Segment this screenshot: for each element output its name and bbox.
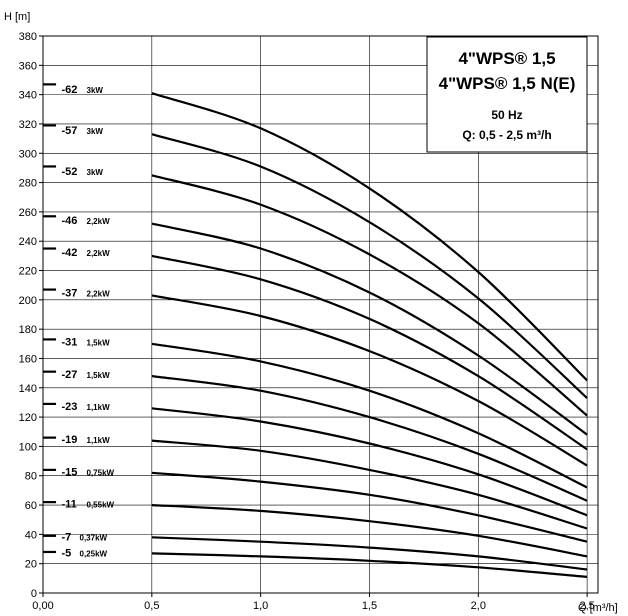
series-curve [151, 504, 588, 558]
y-tick-label: 60 [25, 500, 37, 512]
y-tick-label: 0 [31, 588, 37, 600]
series-power-label: 3kW [87, 86, 104, 95]
series-labels: -62 3kW -57 3kW -52 3kW -46 2,2kW -42 2,2kW -37 2,2… [62, 84, 115, 560]
subtitle-flow-range: Q: 0,5 - 2,5 m³/h [462, 128, 551, 142]
series-curve [151, 471, 588, 543]
series-power-label: 1,1kW [87, 403, 111, 412]
x-tick-label: 0,00 [32, 600, 53, 612]
y-tick-label: 200 [19, 295, 37, 307]
series-power-label: 2,2kW [87, 290, 111, 299]
y-tick-label: 340 [19, 90, 37, 102]
y-tick-label: 120 [19, 412, 37, 424]
y-tick-label: 360 [19, 60, 37, 72]
series-label: -62 [62, 84, 78, 96]
x-tick-label: 0,5 [144, 600, 159, 612]
axes: 0 20 40 60 80 100 120 140 160 180 200 220 240 260 280 3… [19, 31, 599, 612]
series-power-label: 2,2kW [87, 249, 111, 258]
series-curve [151, 294, 588, 467]
series-curve [151, 342, 588, 489]
series-label: -19 [62, 434, 78, 446]
y-axis-label: H [m] [4, 11, 30, 23]
title-box: 4"WPS® 1,5 4"WPS® 1,5 N(E) 50 Hz Q: 0,5 … [426, 36, 588, 153]
y-tick-label: 260 [19, 207, 37, 219]
subtitle-frequency: 50 Hz [491, 108, 522, 122]
x-tick-label: 1,5 [362, 600, 377, 612]
y-tick-label: 220 [19, 266, 37, 278]
series-curve [151, 439, 588, 530]
y-tick-label: 240 [19, 236, 37, 248]
series-power-label: 1,5kW [87, 371, 111, 380]
series-curve [151, 222, 588, 436]
y-tick-label: 380 [19, 31, 37, 43]
y-tick-label: 100 [19, 441, 37, 453]
title-line-1: 4"WPS® 1,5 [458, 49, 555, 68]
x-axis-label: Q [m³/h] [578, 602, 618, 614]
series-label: -52 [62, 166, 78, 178]
series-label: -7 [62, 532, 72, 544]
series-curve [151, 407, 588, 517]
x-tick-label: 2,0 [471, 600, 486, 612]
y-tick-label: 40 [25, 529, 37, 541]
series-curve [151, 254, 588, 451]
series-label: -11 [62, 499, 77, 511]
series-curve [151, 92, 588, 382]
series-power-label: 0,55kW [87, 501, 115, 510]
series-label: -46 [62, 215, 78, 227]
series-label: -15 [62, 466, 78, 478]
series-label: -27 [62, 369, 78, 381]
x-tick-label: 2,5 [579, 600, 594, 612]
y-tick-label: 180 [19, 324, 37, 336]
series-power-label: 3kW [87, 127, 104, 136]
series-curve [151, 174, 588, 417]
title-line-2: 4"WPS® 1,5 N(E) [439, 74, 576, 93]
series-power-label: 0,75kW [87, 468, 115, 477]
series-label: -42 [62, 247, 78, 259]
series-power-label: 3kW [87, 168, 104, 177]
series-power-label: 1,5kW [87, 339, 111, 348]
y-tick-label: 80 [25, 471, 37, 483]
series-label: -5 [62, 548, 72, 560]
series-power-label: 0,25kW [80, 550, 108, 559]
y-tick-label: 320 [19, 119, 37, 131]
y-tick-label: 280 [19, 178, 37, 190]
x-tick-label: 1,0 [253, 600, 268, 612]
y-tick-label: 20 [25, 559, 37, 571]
series-power-label: 1,1kW [87, 436, 111, 445]
series-label: -31 [62, 337, 78, 349]
y-tick-label: 300 [19, 148, 37, 160]
series-power-label: 2,2kW [87, 217, 111, 226]
series-power-label: 0,37kW [80, 534, 108, 543]
series-label: -57 [62, 125, 78, 137]
series-label: -37 [62, 288, 78, 300]
y-tick-label: 160 [19, 353, 37, 365]
series-curve [151, 375, 588, 502]
title-box-frame [426, 36, 588, 153]
curves [43, 83, 588, 578]
series-curve [151, 552, 588, 578]
series-curve [151, 133, 588, 399]
y-tick-label: 140 [19, 383, 37, 395]
plot-frame [42, 35, 599, 594]
series-curve [151, 536, 588, 571]
series-label: -23 [62, 401, 78, 413]
